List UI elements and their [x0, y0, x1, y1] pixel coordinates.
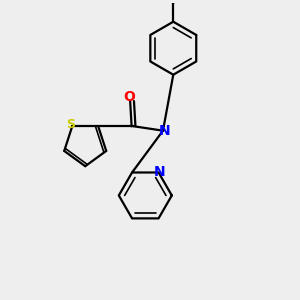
Text: S: S	[66, 118, 75, 131]
Text: O: O	[123, 90, 135, 104]
Text: N: N	[154, 166, 166, 179]
Text: N: N	[159, 124, 170, 138]
